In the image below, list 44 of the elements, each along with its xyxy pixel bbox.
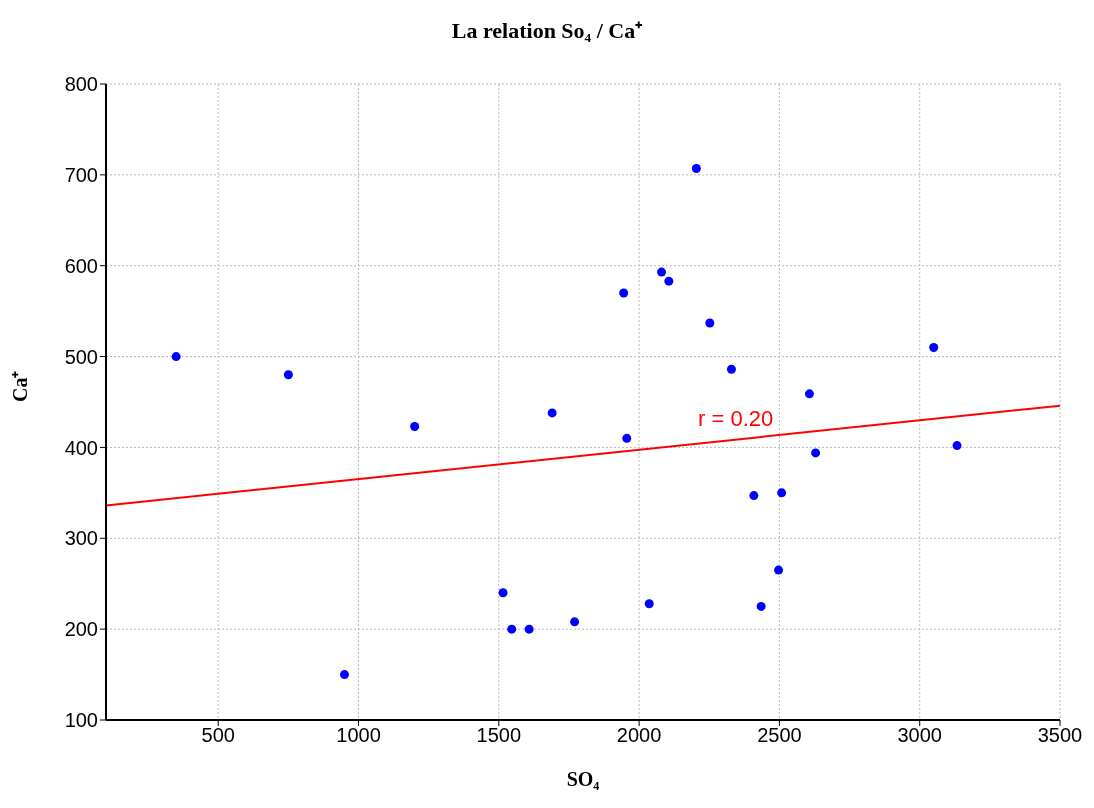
y-tick-label: 600 xyxy=(64,254,98,277)
point xyxy=(774,565,784,575)
chart-title: La relation So₄ / Ca⁺ xyxy=(450,17,644,45)
y-tick-label: 800 xyxy=(64,73,98,96)
point xyxy=(570,617,580,627)
y-tick-label: 100 xyxy=(64,709,98,732)
x-tick-label: 1500 xyxy=(476,724,522,747)
point xyxy=(657,267,667,277)
annotation: r = 0.20 xyxy=(698,406,774,432)
x-axis-title: SO₄ xyxy=(566,768,600,790)
point xyxy=(705,318,715,328)
point xyxy=(811,448,821,458)
point xyxy=(756,601,766,611)
x-tick-label: 500 xyxy=(201,724,235,747)
x-tick-label: 3000 xyxy=(897,724,942,747)
point xyxy=(410,422,420,432)
point xyxy=(171,352,181,362)
point xyxy=(691,164,701,173)
y-tick-label: 200 xyxy=(64,618,98,641)
point xyxy=(929,342,939,352)
y-axis-title: Ca⁺ xyxy=(9,370,32,402)
point xyxy=(524,624,534,634)
y-tick-label: 700 xyxy=(64,163,98,186)
point xyxy=(804,389,814,399)
point xyxy=(777,488,787,498)
point xyxy=(507,624,517,634)
y-tick-label: 400 xyxy=(64,436,98,459)
point xyxy=(749,491,759,501)
y-tick-label: 300 xyxy=(64,527,98,550)
point xyxy=(644,599,654,609)
point xyxy=(547,408,557,418)
x-tick-label: 1000 xyxy=(336,724,381,747)
point xyxy=(619,288,629,298)
point xyxy=(283,370,293,380)
point xyxy=(340,670,349,680)
point xyxy=(664,276,674,286)
x-tick-label: 3500 xyxy=(1037,724,1083,747)
y-tick-label: 500 xyxy=(64,345,98,368)
x-tick-label: 2000 xyxy=(616,724,662,747)
point xyxy=(498,588,508,598)
point xyxy=(726,364,736,374)
point xyxy=(622,433,632,443)
point xyxy=(952,441,962,451)
x-tick-label: 2500 xyxy=(757,724,802,747)
